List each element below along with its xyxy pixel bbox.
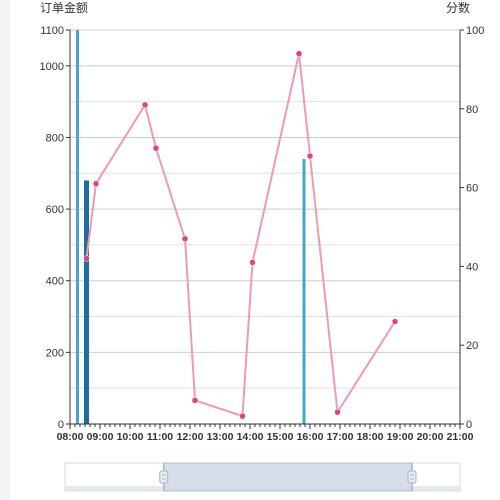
score-point	[181, 235, 189, 243]
y-right-axis-title: 分数	[446, 0, 470, 15]
y-left-tick-label: 0	[58, 419, 64, 431]
y-left-tick-label: 400	[46, 276, 64, 288]
score-point	[83, 255, 90, 262]
x-tick-label: 20:00	[417, 431, 444, 443]
x-tick-label: 17:00	[327, 431, 354, 443]
y-right-tick-label: 60	[466, 183, 478, 195]
y-left-axis-title: 订单金额	[40, 0, 88, 15]
x-tick-label: 18:00	[357, 431, 384, 443]
zoom-handle-left	[159, 470, 169, 484]
bar	[302, 158, 306, 425]
x-tick-label: 11:00	[147, 431, 173, 443]
bars	[76, 30, 306, 425]
score-line	[83, 50, 399, 420]
score-point	[152, 144, 160, 152]
x-tick-label: 13:00	[207, 431, 234, 443]
score-point	[191, 397, 199, 404]
score-point	[92, 180, 100, 187]
y-right-tick-label: 40	[466, 261, 478, 273]
x-tick-label: 16:00	[297, 431, 324, 443]
score-point	[295, 50, 303, 57]
y-left-tick-label: 1100	[40, 25, 64, 37]
data-zoom-slider[interactable]	[64, 462, 461, 492]
axes: 0 200 400 600 800 1000 1100 0 20 40 60 80 100 08:00 09…	[40, 25, 485, 443]
score-point	[334, 408, 341, 416]
y-left-tick-label: 600	[46, 204, 64, 216]
zoom-selected-range	[163, 462, 413, 492]
score-point	[391, 318, 399, 325]
bar	[84, 180, 89, 424]
score-point	[239, 412, 246, 420]
x-tick-label: 14:00	[237, 431, 264, 443]
chart-panel: 0 200 400 600 800 1000 1100 0 20 40 60 80 100 08:00 09…	[10, 0, 500, 500]
y-left-tick-label: 200	[46, 347, 64, 359]
score-point	[249, 259, 256, 266]
x-tick-label: 12:00	[177, 431, 204, 443]
x-tick-label: 19:00	[387, 431, 414, 443]
y-left-tick-label: 800	[46, 132, 64, 144]
x-tick-label: 15:00	[267, 431, 294, 443]
score-point	[141, 101, 149, 109]
x-tick-label: 09:00	[87, 431, 114, 443]
bar	[76, 225, 79, 424]
x-tick-label: 08:00	[57, 431, 84, 443]
y-right-tick-label: 20	[466, 340, 478, 352]
x-tick-label: 21:00	[447, 431, 474, 443]
score-point	[306, 152, 314, 160]
score-line-path	[85, 53, 396, 418]
grid	[70, 29, 460, 425]
zoom-handle-right	[407, 470, 417, 484]
y-right-tick-label: 100	[466, 25, 484, 37]
y-right-tick-label: 80	[466, 104, 478, 116]
y-right-tick-label: 0	[466, 419, 472, 431]
y-left-tick-label: 1000	[40, 61, 64, 73]
combo-chart: 0 200 400 600 800 1000 1100 0 20 40 60 80 100 08:00 09…	[40, 0, 485, 492]
x-tick-label: 10:00	[117, 431, 144, 443]
